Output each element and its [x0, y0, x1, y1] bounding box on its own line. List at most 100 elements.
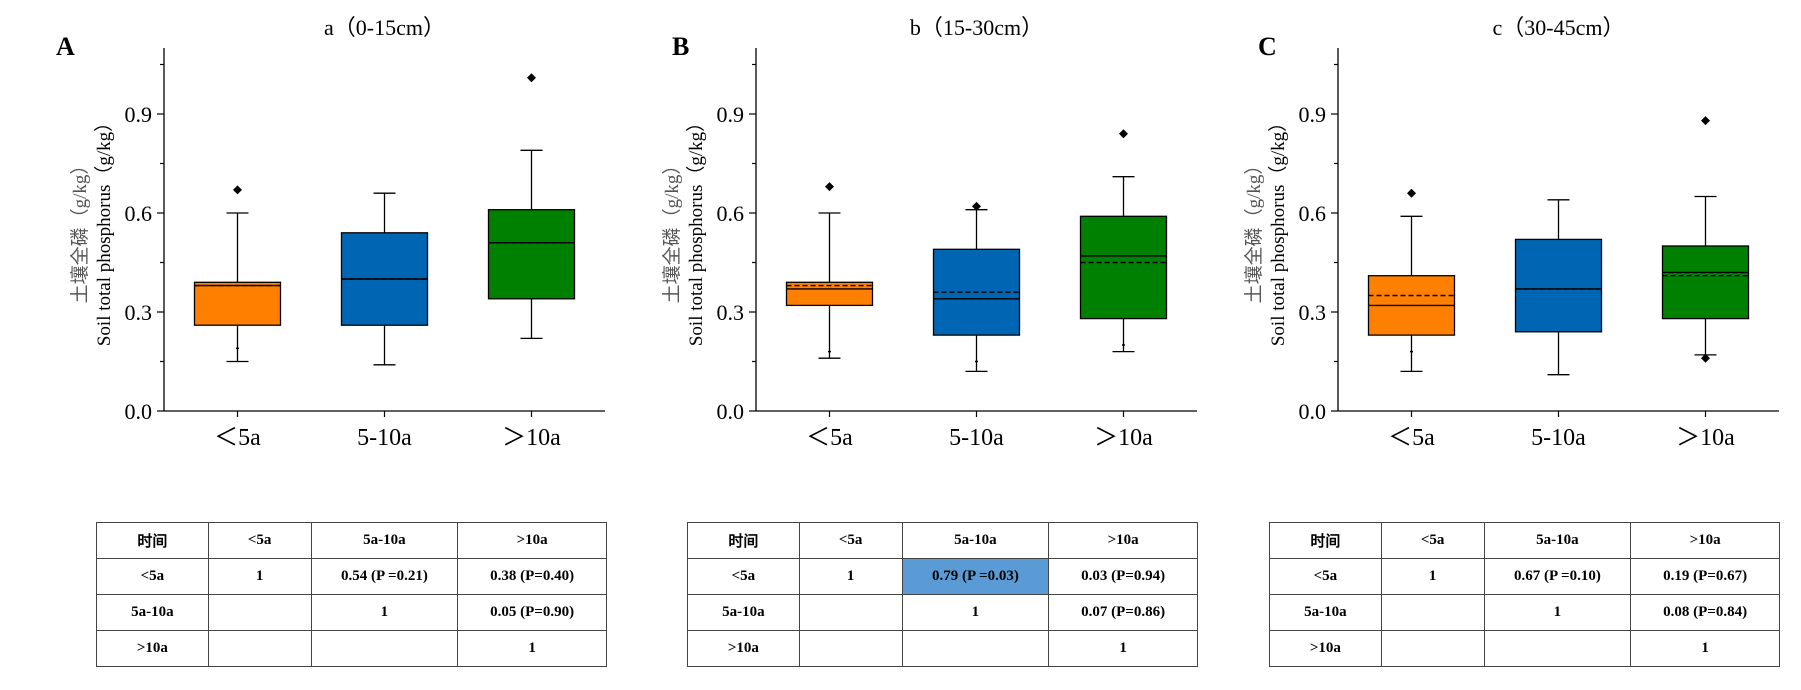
y-axis-label-en: Soil total phosphorus（g/kg）	[685, 113, 707, 346]
table-cell: 1	[207, 558, 312, 595]
box-gt10	[487, 209, 576, 300]
table-header-cell: 5a-10a	[310, 522, 459, 559]
x-tick-label: ＞10a	[502, 425, 561, 450]
y-tick-label: 0.9	[1299, 102, 1327, 127]
outlier-point	[972, 201, 981, 211]
box-mid	[932, 248, 1021, 336]
outlier-point	[1119, 129, 1128, 139]
chart-panel-a: Aa（0-15cm） 0.0 0.3 0.6 0.9 土壤全磷（g/kg） Soil tot…	[56, 15, 605, 450]
table-cell: <5a	[1269, 558, 1382, 595]
table-cell: <5a	[687, 558, 800, 595]
y-tick-label: 0.3	[1299, 300, 1327, 325]
table-cell: 5a-10a	[1269, 594, 1382, 631]
x-tick-label: 5-10a	[1531, 425, 1586, 450]
table-cell: 0.05 (P=0.90)	[457, 594, 607, 631]
table-header-cell: 5a-10a	[1483, 522, 1632, 559]
y-axis-label-cn: 土壤全磷（g/kg）	[1243, 156, 1265, 304]
table-header-row: 时间 <5a 5a-10a >10a	[1269, 522, 1780, 559]
y-axis-label: 土壤全磷（g/kg） Soil total phosphorus（g/kg）	[661, 113, 707, 346]
table-cell: 5a-10a	[687, 594, 800, 631]
table-cell	[207, 594, 312, 631]
outlier-point	[233, 185, 242, 195]
box-gt10	[1079, 215, 1168, 320]
x-tick-label: ＜5a	[806, 425, 853, 450]
table-cell	[1483, 630, 1632, 667]
table-cell: 1	[1483, 594, 1632, 631]
panel-title: a（0-15cm）	[324, 15, 445, 40]
table-cell: 1	[901, 594, 1050, 631]
table-row: 5a-10a 1 0.07 (P=0.86)	[687, 594, 1198, 631]
y-tick-label: 0.9	[125, 102, 153, 127]
table-header-cell: 时间	[1269, 522, 1382, 559]
x-tick-label: ＜5a	[214, 425, 261, 450]
table-header-cell: 时间	[96, 522, 209, 559]
table-row: 5a-10a 1 0.08 (P=0.84)	[1269, 594, 1780, 631]
table-row: >10a 1	[687, 630, 1198, 667]
table-row: >10a 1	[1269, 630, 1780, 667]
table-header-cell: <5a	[1380, 522, 1485, 559]
panel-letter: C	[1258, 32, 1277, 61]
chart-panel-b: Bb（15-30cm） 0.0 0.3 0.6 0.9 土壤全磷（g/kg） Soil to…	[661, 15, 1197, 450]
table-header-cell: >10a	[457, 522, 607, 559]
table-cell: 0.19 (P=0.67)	[1630, 558, 1780, 595]
table-cell: 1	[1048, 630, 1198, 667]
y-tick-label: 0.0	[1299, 399, 1327, 424]
y-tick-label: 0.6	[1299, 201, 1327, 226]
table-cell: 0.03 (P=0.94)	[1048, 558, 1198, 595]
y-tick-label: 0.0	[125, 399, 153, 424]
table-header-row: 时间 <5a 5a-10a >10a	[687, 522, 1198, 559]
box-gt10	[1661, 245, 1750, 320]
table-row: <5a 1 0.67 (P =0.10) 0.19 (P=0.67)	[1269, 558, 1780, 595]
y-tick-label: 0.6	[717, 201, 745, 226]
y-axis-label: 土壤全磷（g/kg） Soil total phosphorus（g/kg）	[1243, 113, 1289, 346]
table-cell: >10a	[687, 630, 800, 667]
y-axis-label-en: Soil total phosphorus（g/kg）	[93, 113, 115, 346]
x-tick-label: 5-10a	[357, 425, 412, 450]
table-cell	[901, 630, 1050, 667]
y-axis-label-cn: 土壤全磷（g/kg）	[69, 156, 91, 304]
table-cell: 0.08 (P=0.84)	[1630, 594, 1780, 631]
x-tick-label: 5-10a	[949, 425, 1004, 450]
table-cell: 0.38 (P=0.40)	[457, 558, 607, 595]
panel-letter: A	[56, 32, 75, 61]
y-tick-label: 0.9	[717, 102, 745, 127]
y-tick-label: 0.6	[125, 201, 153, 226]
y-axis-label: 土壤全磷（g/kg） Soil total phosphorus（g/kg）	[69, 113, 115, 346]
x-tick-label: ＞10a	[1094, 425, 1153, 450]
table-header-cell: <5a	[207, 522, 312, 559]
table-row: 5a-10a 1 0.05 (P=0.90)	[96, 594, 607, 631]
panel-title: c（30-45cm）	[1493, 15, 1625, 40]
table-header-cell: >10a	[1048, 522, 1198, 559]
y-axis-label-en: Soil total phosphorus（g/kg）	[1267, 113, 1289, 346]
table-cell	[207, 630, 312, 667]
table-row: <5a 1 0.54 (P =0.21) 0.38 (P=0.40)	[96, 558, 607, 595]
y-tick-label: 0.0	[717, 399, 745, 424]
table-cell: 1	[457, 630, 607, 667]
box-lt5	[193, 281, 282, 326]
chart-panel-c: Cc（30-45cm） 0.0 0.3 0.6 0.9 土壤全磷（g/kg） Soil to…	[1243, 15, 1779, 450]
table-cell	[798, 594, 903, 631]
table-cell: 1	[798, 558, 903, 595]
correlation-table-a: 时间 <5a 5a-10a >10a <5a 1 0.54 (P =0.21) …	[96, 522, 607, 667]
table-cell	[1380, 594, 1485, 631]
outlier-point	[1701, 116, 1710, 126]
table-cell: >10a	[96, 630, 209, 667]
outlier-point	[1407, 188, 1416, 198]
table-cell: 5a-10a	[96, 594, 209, 631]
table-cell: 1	[1630, 630, 1780, 667]
table-header-cell: 时间	[687, 522, 800, 559]
highlighted-table-cell: 0.79 (P =0.03)	[901, 558, 1050, 595]
panel-title: b（15-30cm）	[910, 15, 1043, 40]
outlier-point	[527, 73, 536, 83]
panel-letter: B	[672, 32, 689, 61]
y-axis-label-cn: 土壤全磷（g/kg）	[661, 156, 683, 304]
table-row: >10a 1	[96, 630, 607, 667]
x-tick-label: ＞10a	[1676, 425, 1735, 450]
table-header-row: 时间 <5a 5a-10a >10a	[96, 522, 607, 559]
table-cell: 1	[1380, 558, 1485, 595]
table-cell: 0.07 (P=0.86)	[1048, 594, 1198, 631]
outlier-point	[1701, 353, 1710, 363]
outlier-point	[825, 182, 834, 192]
y-tick-label: 0.3	[717, 300, 745, 325]
